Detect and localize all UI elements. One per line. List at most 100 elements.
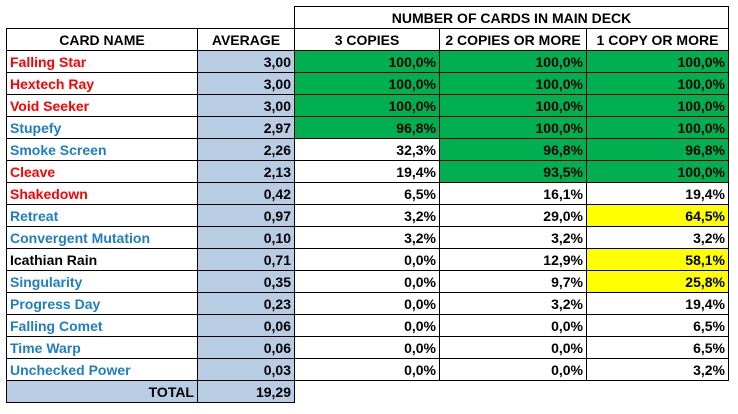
average-cell: 0,97 [197,204,295,227]
group-header: NUMBER OF CARDS IN MAIN DECK [294,6,729,29]
three-copies-cell: 100,0% [294,50,440,73]
three-copies-cell: 96,8% [294,116,440,139]
card-name-cell: Hextech Ray [6,72,198,95]
card-name-cell: Falling Star [6,50,198,73]
two-copies-cell: 3,2% [439,292,587,315]
table-row: Convergent Mutation 0,10 3,2% 3,2% 3,2% [6,226,729,249]
column-header-average: AVERAGE [197,28,295,51]
table-row: Void Seeker 3,00 100,0% 100,0% 100,0% [6,94,729,117]
three-copies-cell: 19,4% [294,160,440,183]
empty-corner-cell [7,7,198,29]
average-cell: 0,23 [197,292,295,315]
one-copy-cell: 100,0% [586,50,729,73]
table-row: Smoke Screen 2,26 32,3% 96,8% 96,8% [6,138,729,161]
table-row: Retreat 0,97 3,2% 29,0% 64,5% [6,204,729,227]
group-header-row: NUMBER OF CARDS IN MAIN DECK [7,6,729,29]
table-row: Unchecked Power 0,03 0,0% 0,0% 3,2% [6,358,729,381]
card-name-cell: Retreat [6,204,198,227]
one-copy-cell: 64,5% [586,204,729,227]
card-name-cell: Unchecked Power [6,358,198,381]
empty-cell [295,381,440,403]
three-copies-cell: 3,2% [294,204,440,227]
three-copies-cell: 0,0% [294,248,440,271]
three-copies-cell: 0,0% [294,336,440,359]
three-copies-cell: 100,0% [294,94,440,117]
one-copy-cell: 3,2% [586,226,729,249]
card-name-cell: Singularity [6,270,198,293]
card-name-cell: Falling Comet [6,314,198,337]
average-cell: 2,13 [197,160,295,183]
two-copies-cell: 100,0% [439,50,587,73]
three-copies-cell: 100,0% [294,72,440,95]
card-name-cell: Stupefy [6,116,198,139]
table-row: Falling Star 3,00 100,0% 100,0% 100,0% [6,50,729,73]
card-name-cell: Icathian Rain [6,248,198,271]
one-copy-cell: 19,4% [586,292,729,315]
two-copies-cell: 96,8% [439,138,587,161]
average-cell: 2,97 [197,116,295,139]
two-copies-cell: 100,0% [439,72,587,95]
column-header-row: CARD NAME AVERAGE 3 COPIES 2 COPIES OR M… [6,28,729,51]
one-copy-cell: 100,0% [586,116,729,139]
average-cell: 3,00 [197,72,295,95]
two-copies-cell: 9,7% [439,270,587,293]
three-copies-cell: 32,3% [294,138,440,161]
table-row: Time Warp 0,06 0,0% 0,0% 6,5% [6,336,729,359]
card-name-cell: Cleave [6,160,198,183]
table-row: Falling Comet 0,06 0,0% 0,0% 6,5% [6,314,729,337]
three-copies-cell: 0,0% [294,358,440,381]
one-copy-cell: 6,5% [586,336,729,359]
two-copies-cell: 100,0% [439,116,587,139]
total-label: TOTAL [6,380,198,403]
three-copies-cell: 0,0% [294,314,440,337]
average-cell: 2,26 [197,138,295,161]
empty-cell [440,381,587,403]
column-header-3-copies: 3 COPIES [294,28,440,51]
average-cell: 0,03 [197,358,295,381]
average-cell: 3,00 [197,94,295,117]
table-row: Stupefy 2,97 96,8% 100,0% 100,0% [6,116,729,139]
card-name-cell: Convergent Mutation [6,226,198,249]
one-copy-cell: 100,0% [586,94,729,117]
one-copy-cell: 100,0% [586,160,729,183]
three-copies-cell: 3,2% [294,226,440,249]
average-cell: 0,35 [197,270,295,293]
average-cell: 0,71 [197,248,295,271]
empty-cell [587,381,729,403]
two-copies-cell: 100,0% [439,94,587,117]
one-copy-cell: 19,4% [586,182,729,205]
two-copies-cell: 16,1% [439,182,587,205]
two-copies-cell: 0,0% [439,314,587,337]
one-copy-cell: 96,8% [586,138,729,161]
card-name-cell: Time Warp [6,336,198,359]
table-row: Icathian Rain 0,71 0,0% 12,9% 58,1% [6,248,729,271]
one-copy-cell: 100,0% [586,72,729,95]
two-copies-cell: 29,0% [439,204,587,227]
two-copies-cell: 12,9% [439,248,587,271]
three-copies-cell: 0,0% [294,292,440,315]
two-copies-cell: 3,2% [439,226,587,249]
total-value: 19,29 [197,380,295,403]
card-name-cell: Progress Day [6,292,198,315]
average-cell: 0,06 [197,336,295,359]
one-copy-cell: 25,8% [586,270,729,293]
one-copy-cell: 3,2% [586,358,729,381]
table-row: Singularity 0,35 0,0% 9,7% 25,8% [6,270,729,293]
card-name-cell: Smoke Screen [6,138,198,161]
table-row: Shakedown 0,42 6,5% 16,1% 19,4% [6,182,729,205]
deck-stats-table: NUMBER OF CARDS IN MAIN DECK CARD NAME A… [6,6,729,403]
three-copies-cell: 6,5% [294,182,440,205]
empty-corner-cell [198,7,295,29]
table-row: Hextech Ray 3,00 100,0% 100,0% 100,0% [6,72,729,95]
card-name-cell: Shakedown [6,182,198,205]
column-header-card-name: CARD NAME [6,28,198,51]
two-copies-cell: 93,5% [439,160,587,183]
column-header-1-copy: 1 COPY OR MORE [586,28,729,51]
average-cell: 3,00 [197,50,295,73]
card-name-cell: Void Seeker [6,94,198,117]
average-cell: 0,06 [197,314,295,337]
two-copies-cell: 0,0% [439,358,587,381]
column-header-2-copies: 2 COPIES OR MORE [439,28,587,51]
total-row: TOTAL 19,29 [6,380,729,403]
table-row: Progress Day 0,23 0,0% 3,2% 19,4% [6,292,729,315]
